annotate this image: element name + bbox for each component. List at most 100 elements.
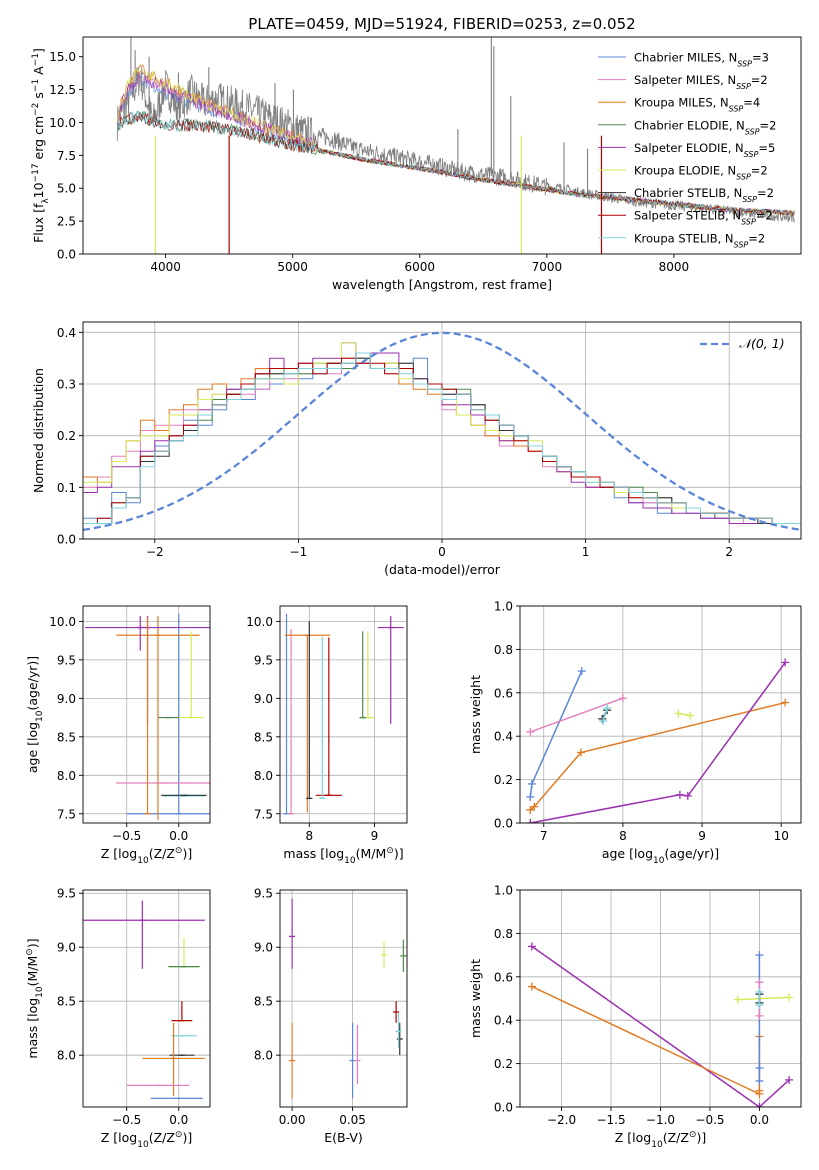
mass-age-ytick-label: 10.0	[246, 615, 273, 629]
z-mass-point-salpeter-elodie	[83, 900, 205, 969]
z-age-xtick-label: −0.5	[112, 829, 141, 843]
age-weight-xlabel-part: age [log	[602, 846, 653, 861]
age-weight-ytick-label: 0.8	[494, 643, 513, 657]
z-mass-ytick-label: 8.0	[57, 1049, 76, 1063]
mass-age-point-chabrier-miles	[283, 613, 290, 815]
residuals-legend-label: 𝒩(0, 1)	[739, 336, 785, 351]
age-weight-marker-salpeter-elodie	[781, 658, 790, 667]
legend-label-sub: SSP	[737, 59, 752, 68]
age-weight-xtick-label: 9	[698, 829, 706, 843]
z-weight-marker-kroupa-miles	[755, 1086, 764, 1095]
age-weight-xtick-label: 7	[540, 829, 548, 843]
age-weight-ytick-label: 0.6	[494, 686, 513, 700]
z-weight-line-salpeter-elodie	[531, 945, 790, 1107]
age-weight-plot-area	[526, 658, 790, 823]
z-weight-marker-chabrier-miles	[755, 1076, 764, 1085]
z-mass-xlabel-part: 10	[137, 1140, 149, 1150]
legend-label-sub: SSP	[736, 172, 751, 181]
z-mass-xlabel-part: )]	[182, 1130, 192, 1145]
spectrum-ytick-label: 10.0	[49, 116, 76, 130]
ebv-mass-xtick-label: 0.00	[279, 1113, 306, 1127]
mass-age-point-chabrier-stelib	[306, 621, 313, 800]
ebv-mass-ytick-label: 8.5	[254, 995, 273, 1009]
mass-age-xtick-label: 8	[305, 829, 313, 843]
legend-label-name: Kroupa ELODIE, N	[634, 164, 736, 178]
z-mass-point-kroupa-elodie	[168, 937, 200, 968]
legend-label-count: =2	[757, 186, 774, 200]
residuals-hist-kroupa-stelib	[83, 352, 801, 524]
z-age-point-kroupa-miles	[144, 617, 151, 815]
age-weight-ytick-label: 1.0	[494, 600, 513, 614]
age-weight-line-kroupa-miles	[529, 701, 786, 811]
z-age-ytick-label: 8.5	[57, 730, 76, 744]
residuals-ylabel: Normed distribution	[31, 368, 46, 493]
z-weight-marker-salpeter-miles	[755, 978, 764, 987]
z-age-xlabel-part: )]	[182, 846, 192, 861]
legend-label-sub: SSP	[734, 240, 749, 249]
mass-age-point-salpeter-stelib	[315, 637, 342, 796]
legend-label-count: =2	[751, 164, 768, 178]
z-mass-xlabel: Z [log10(Z/Z⊙)]	[101, 1130, 192, 1150]
mass-age-ytick-label: 7.5	[254, 807, 273, 821]
z-mass-ylabel-part: ⊙	[25, 948, 35, 956]
age-weight-marker-salpeter-miles	[618, 694, 627, 703]
mass-age-point-kroupa-stelib	[319, 636, 326, 800]
age-weight-marker-kroupa-stelib	[603, 703, 612, 712]
ebv-mass-ytick-label: 9.0	[254, 941, 273, 955]
z-mass-xlabel-part: Z [log	[101, 1130, 137, 1145]
z-age-ytick-label: 9.5	[57, 653, 76, 667]
spectrum-ylabel-part: −17	[31, 163, 41, 182]
mass-age-panel: 8 9 7.5 8.0 8.5 9.0 9.5 10.0 mass [log10(M/M⊙)]	[246, 605, 408, 866]
z-weight-xtick-label: −0.5	[695, 1113, 724, 1127]
z-weight-marker-chabrier-miles	[755, 1063, 764, 1072]
ebv-mass-point-kroupa-stelib	[395, 1013, 402, 1048]
z-weight-marker-salpeter-elodie	[755, 1103, 764, 1107]
residuals-xtick-label: −1	[290, 545, 308, 559]
z-age-ylabel-part: 10	[35, 710, 45, 722]
z-age-point-chabrier-miles	[126, 613, 210, 815]
z-age-xlabel-part: (Z/Z	[149, 846, 175, 861]
z-weight-marker-kroupa-elodie	[733, 995, 742, 1004]
mass-age-plot-area	[283, 613, 404, 815]
spectrum-ylabel-part: A	[31, 66, 46, 79]
z-mass-frame	[82, 889, 211, 1108]
ebv-mass-plot-area	[289, 898, 407, 1099]
legend-label-sub: SSP	[729, 104, 744, 113]
mass-age-ytick-label: 8.0	[254, 769, 273, 783]
legend-label-sub: SSP	[742, 195, 757, 204]
z-weight-marker-salpeter-elodie	[527, 942, 536, 951]
legend-label-chabrier-miles: Chabrier MILES, NSSP=3	[634, 51, 769, 69]
z-weight-marker-kroupa-elodie	[785, 993, 794, 1002]
legend-label-chabrier-elodie: Chabrier ELODIE, NSSP=2	[634, 118, 776, 136]
z-weight-xlabel: Z [log10(Z/Z⊙)]	[615, 1130, 706, 1150]
residuals-xtick-label: 2	[725, 545, 733, 559]
age-weight-marker-salpeter-elodie	[675, 790, 684, 799]
z-mass-xlabel-part: (Z/Z	[149, 1130, 175, 1145]
spectrum-xtick-label: 4000	[150, 260, 181, 274]
spectrum-model-salpeter-elodie	[116, 70, 795, 215]
age-weight-xlabel-part: 10	[653, 856, 665, 866]
z-age-xlabel-part: Z [log	[101, 846, 137, 861]
spectrum-plot-area	[116, 37, 795, 254]
z-weight-marker-salpeter-elodie	[785, 1075, 794, 1084]
z-weight-ytick-label: 0.2	[494, 1057, 513, 1071]
spectrum-ylabel-part: 10	[31, 182, 46, 198]
z-age-ylabel: age [log10(age/yr)]	[25, 656, 45, 773]
ebv-mass-point-salpeter-elodie	[289, 898, 296, 969]
legend-label-sub: SSP	[745, 127, 760, 136]
age-weight-marker-kroupa-miles	[781, 698, 790, 707]
legend-label-kroupa-elodie: Kroupa ELODIE, NSSP=2	[634, 164, 768, 182]
z-mass-xtick-label: −0.5	[112, 1113, 141, 1127]
spectrum-model-salpeter-stelib	[116, 113, 795, 216]
z-age-ylabel-part: (age/yr)]	[25, 656, 40, 711]
spectrum-xtick-label: 5000	[277, 260, 308, 274]
age-weight-marker-chabrier-miles	[527, 779, 536, 788]
spectrum-frame	[82, 36, 802, 255]
ebv-mass-point-salpeter-miles	[354, 1024, 361, 1085]
age-weight-ytick-label: 0.0	[494, 817, 513, 831]
legend-label-count: =2	[756, 209, 773, 223]
mass-age-point-kroupa-elodie	[361, 631, 375, 719]
